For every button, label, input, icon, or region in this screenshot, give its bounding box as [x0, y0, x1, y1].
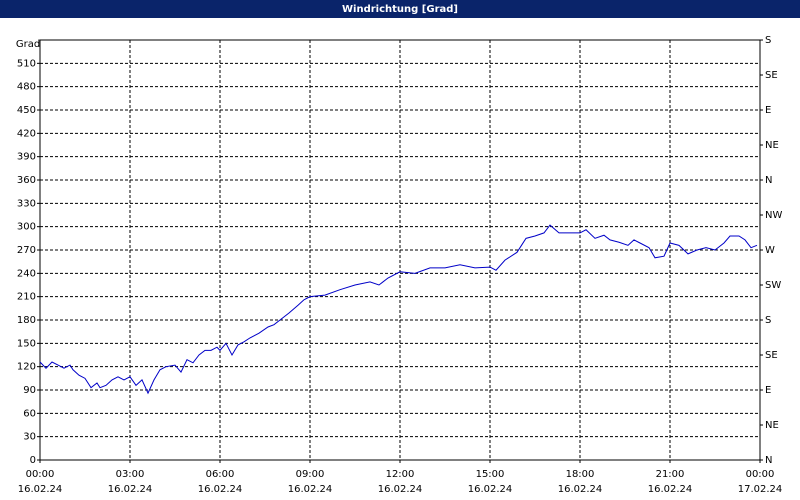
y-tick-label: 180: [17, 315, 36, 326]
x-tick-date: 16.02.24: [108, 484, 153, 495]
x-tick-label: 06:00: [206, 469, 235, 480]
y-tick-label: 510: [17, 58, 36, 69]
x-tick-label: 03:00: [116, 469, 145, 480]
y-tick-label: 120: [17, 362, 36, 373]
y-tick-label: 0: [30, 455, 36, 466]
y2-tick-label: S: [765, 315, 771, 326]
x-tick-date: 16.02.24: [648, 484, 693, 495]
y-tick-label: 300: [17, 222, 36, 233]
y2-tick-label: E: [765, 105, 771, 116]
x-tick-date: 16.02.24: [378, 484, 423, 495]
x-tick-date: 16.02.24: [288, 484, 333, 495]
x-tick-label: 15:00: [476, 469, 505, 480]
y2-tick-label: N: [765, 175, 772, 186]
y-tick-label: 60: [23, 408, 36, 419]
x-tick-label: 09:00: [296, 469, 325, 480]
y-tick-label: 240: [17, 268, 36, 279]
x-tick-label: 18:00: [566, 469, 595, 480]
chart-title: Windrichtung [Grad]: [342, 4, 458, 15]
y2-tick-label: SE: [765, 70, 778, 81]
y-tick-label: 210: [17, 292, 36, 303]
y-tick-label: 90: [23, 385, 36, 396]
x-tick-date: 16.02.24: [198, 484, 243, 495]
y2-tick-label: NE: [765, 420, 779, 431]
x-tick-date: 16.02.24: [18, 484, 63, 495]
x-tick-date: 17.02.24: [738, 484, 783, 495]
x-tick-label: 00:00: [746, 469, 775, 480]
x-tick-date: 16.02.24: [468, 484, 513, 495]
y-tick-label: 480: [17, 82, 36, 93]
y-tick-label: 420: [17, 128, 36, 139]
x-tick-label: 12:00: [386, 469, 415, 480]
y-tick-label: 270: [17, 245, 36, 256]
y2-tick-label: NW: [765, 210, 782, 221]
y2-tick-label: SW: [765, 280, 781, 291]
y2-tick-label: E: [765, 385, 771, 396]
y2-tick-label: SE: [765, 350, 778, 361]
y-tick-label: 360: [17, 175, 36, 186]
y-tick-label: 390: [17, 152, 36, 163]
y2-tick-label: N: [765, 455, 772, 466]
x-tick-date: 16.02.24: [558, 484, 603, 495]
y2-tick-label: NE: [765, 140, 779, 151]
title-bar: [0, 0, 800, 18]
x-tick-label: 21:00: [656, 469, 685, 480]
data-line: [39, 224, 758, 395]
y2-tick-label: W: [765, 245, 775, 256]
y-axis-label: Grad: [16, 39, 40, 50]
y-tick-label: 30: [23, 432, 36, 443]
y-tick-label: 450: [17, 105, 36, 116]
y-tick-label: 330: [17, 198, 36, 209]
x-tick-label: 00:00: [26, 469, 55, 480]
y2-tick-label: S: [765, 35, 771, 46]
y-tick-label: 150: [17, 338, 36, 349]
